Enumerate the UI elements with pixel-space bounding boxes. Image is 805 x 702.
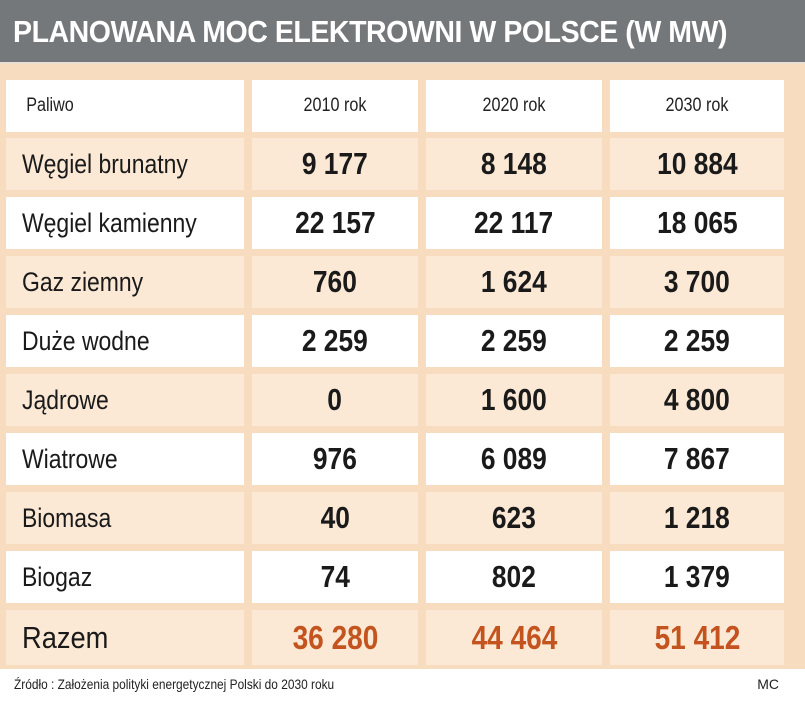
- table-row: Biomasa 40 623 1 218: [6, 492, 784, 544]
- table-row: Biogaz 74 802 1 379: [6, 551, 784, 603]
- value-2010: 760: [313, 264, 357, 299]
- value-2010: 2 259: [302, 323, 368, 358]
- value-cell: 623: [426, 492, 602, 544]
- column-header-2010: 2010 rok: [303, 95, 367, 116]
- table-row: Wiatrowe 976 6 089 7 867: [6, 433, 784, 485]
- value-cell: 2 259: [252, 315, 418, 367]
- chart-title: PLANOWANA MOC ELEKTROWNI W POLSCE (W MW): [13, 14, 728, 49]
- data-table: Paliwo 2010 rok 2020 rok 2030 rok Węgiel…: [6, 80, 784, 665]
- value-cell: 2 259: [610, 315, 784, 367]
- value-cell: 7 867: [610, 433, 784, 485]
- value-2010: 0: [327, 382, 343, 417]
- value-2030: 18 065: [656, 205, 738, 240]
- row-label-cell: Gaz ziemny: [6, 256, 244, 308]
- source-note: Źródło : Założenia polityki energetyczne…: [14, 676, 335, 692]
- total-2030: 51 412: [654, 618, 740, 656]
- row-label-cell: Duże wodne: [6, 315, 244, 367]
- value-cell: 2 259: [426, 315, 602, 367]
- total-value-cell: 36 280: [252, 610, 418, 665]
- row-label: Jądrowe: [22, 384, 109, 415]
- row-label: Biogaz: [22, 561, 93, 592]
- header-cell: 2020 rok: [426, 80, 602, 132]
- row-label-cell: Biogaz: [6, 551, 244, 603]
- row-label: Wiatrowe: [22, 443, 118, 474]
- total-value-cell: 51 412: [610, 610, 784, 665]
- value-cell: 4 800: [610, 374, 784, 426]
- row-label: Biomasa: [22, 502, 112, 533]
- header-cell: 2030 rok: [610, 80, 784, 132]
- row-label-cell: Biomasa: [6, 492, 244, 544]
- value-2020: 6 089: [481, 441, 547, 476]
- value-cell: 40: [252, 492, 418, 544]
- value-2010: 9 177: [302, 146, 368, 181]
- value-2010: 976: [313, 441, 357, 476]
- row-label: Węgiel kamienny: [22, 207, 197, 238]
- value-2020: 802: [492, 559, 536, 594]
- value-cell: 3 700: [610, 256, 784, 308]
- value-cell: 0: [252, 374, 418, 426]
- table-row: Węgiel brunatny 9 177 8 148 10 884: [6, 138, 784, 190]
- total-label: Razem: [22, 619, 109, 655]
- value-2030: 2 259: [664, 323, 730, 358]
- header-cell: Paliwo: [6, 80, 244, 132]
- total-value-cell: 44 464: [426, 610, 602, 665]
- value-2020: 623: [492, 500, 536, 535]
- value-cell: 1 379: [610, 551, 784, 603]
- value-cell: 9 177: [252, 138, 418, 190]
- value-cell: 1 600: [426, 374, 602, 426]
- table-row: Gaz ziemny 760 1 624 3 700: [6, 256, 784, 308]
- value-2030: 7 867: [664, 441, 730, 476]
- row-label: Duże wodne: [22, 325, 150, 356]
- value-2030: 1 218: [664, 500, 730, 535]
- total-2010: 36 280: [292, 618, 378, 656]
- row-label-cell: Jądrowe: [6, 374, 244, 426]
- row-label-cell: Wiatrowe: [6, 433, 244, 485]
- value-cell: 10 884: [610, 138, 784, 190]
- value-cell: 760: [252, 256, 418, 308]
- table-row: Duże wodne 2 259 2 259 2 259: [6, 315, 784, 367]
- table-row: Jądrowe 0 1 600 4 800: [6, 374, 784, 426]
- value-2020: 22 117: [474, 205, 554, 240]
- row-label-cell: Węgiel kamienny: [6, 197, 244, 249]
- value-cell: 18 065: [610, 197, 784, 249]
- header-row: Paliwo 2010 rok 2020 rok 2030 rok: [6, 80, 784, 132]
- value-cell: 8 148: [426, 138, 602, 190]
- row-label: Węgiel brunatny: [22, 148, 188, 179]
- author-initials: MC: [757, 676, 779, 692]
- total-label-cell: Razem: [6, 610, 244, 665]
- value-2010: 40: [320, 500, 350, 535]
- value-cell: 802: [426, 551, 602, 603]
- value-2030: 3 700: [664, 264, 730, 299]
- value-2030: 1 379: [664, 559, 730, 594]
- value-cell: 1 624: [426, 256, 602, 308]
- value-cell: 22 157: [252, 197, 418, 249]
- value-2020: 1 624: [481, 264, 547, 299]
- value-cell: 976: [252, 433, 418, 485]
- value-2020: 8 148: [481, 146, 547, 181]
- value-2010: 22 157: [294, 205, 376, 240]
- column-header-2030: 2030 rok: [665, 95, 729, 116]
- value-cell: 74: [252, 551, 418, 603]
- header-cell: 2010 rok: [252, 80, 418, 132]
- column-header-paliwo: Paliwo: [26, 95, 74, 116]
- row-label-cell: Węgiel brunatny: [6, 138, 244, 190]
- value-2030: 10 884: [656, 146, 738, 181]
- title-bar: PLANOWANA MOC ELEKTROWNI W POLSCE (W MW): [0, 0, 805, 64]
- total-row: Razem 36 280 44 464 51 412: [6, 610, 784, 665]
- table-row: Węgiel kamienny 22 157 22 117 18 065: [6, 197, 784, 249]
- value-cell: 1 218: [610, 492, 784, 544]
- value-2030: 4 800: [664, 382, 730, 417]
- value-2020: 2 259: [481, 323, 547, 358]
- value-2010: 74: [320, 559, 350, 594]
- column-header-2020: 2020 rok: [482, 95, 546, 116]
- value-cell: 22 117: [426, 197, 602, 249]
- value-2020: 1 600: [481, 382, 547, 417]
- row-label: Gaz ziemny: [22, 266, 144, 297]
- total-2020: 44 464: [471, 618, 557, 656]
- value-cell: 6 089: [426, 433, 602, 485]
